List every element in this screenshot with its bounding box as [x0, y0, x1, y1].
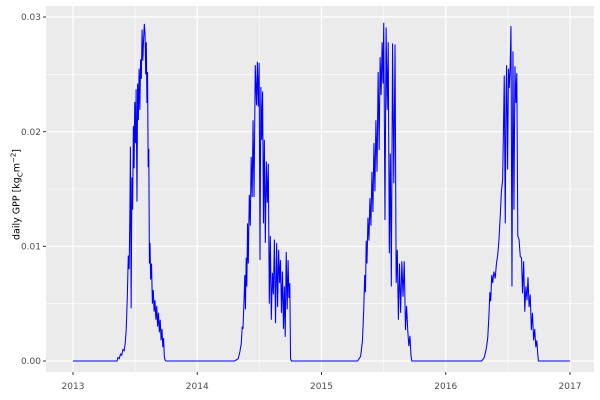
y-axis-title-superscript: −2	[9, 152, 18, 164]
x-tick-label: 2013	[62, 382, 85, 392]
y-axis-title: daily GPP [kgCm−2]	[7, 0, 25, 395]
y-tick-label: 0.03	[21, 13, 41, 23]
x-tick-label: 2017	[559, 382, 582, 392]
y-axis-title-mid: m	[11, 163, 23, 173]
x-tick-label: 2015	[310, 382, 333, 392]
y-axis-title-subscript: C	[16, 172, 25, 178]
y-axis-title-prefix: daily GPP [kg	[11, 177, 23, 241]
y-axis-title-suffix: ]	[11, 148, 23, 153]
x-tick-label: 2016	[434, 382, 457, 392]
y-tick-label: 0.02	[21, 128, 41, 138]
y-tick-label: 0.01	[21, 243, 41, 253]
y-tick-label: 0.00	[21, 357, 41, 367]
gpp-line-series	[73, 22, 570, 362]
x-tick-label: 2014	[186, 382, 209, 392]
